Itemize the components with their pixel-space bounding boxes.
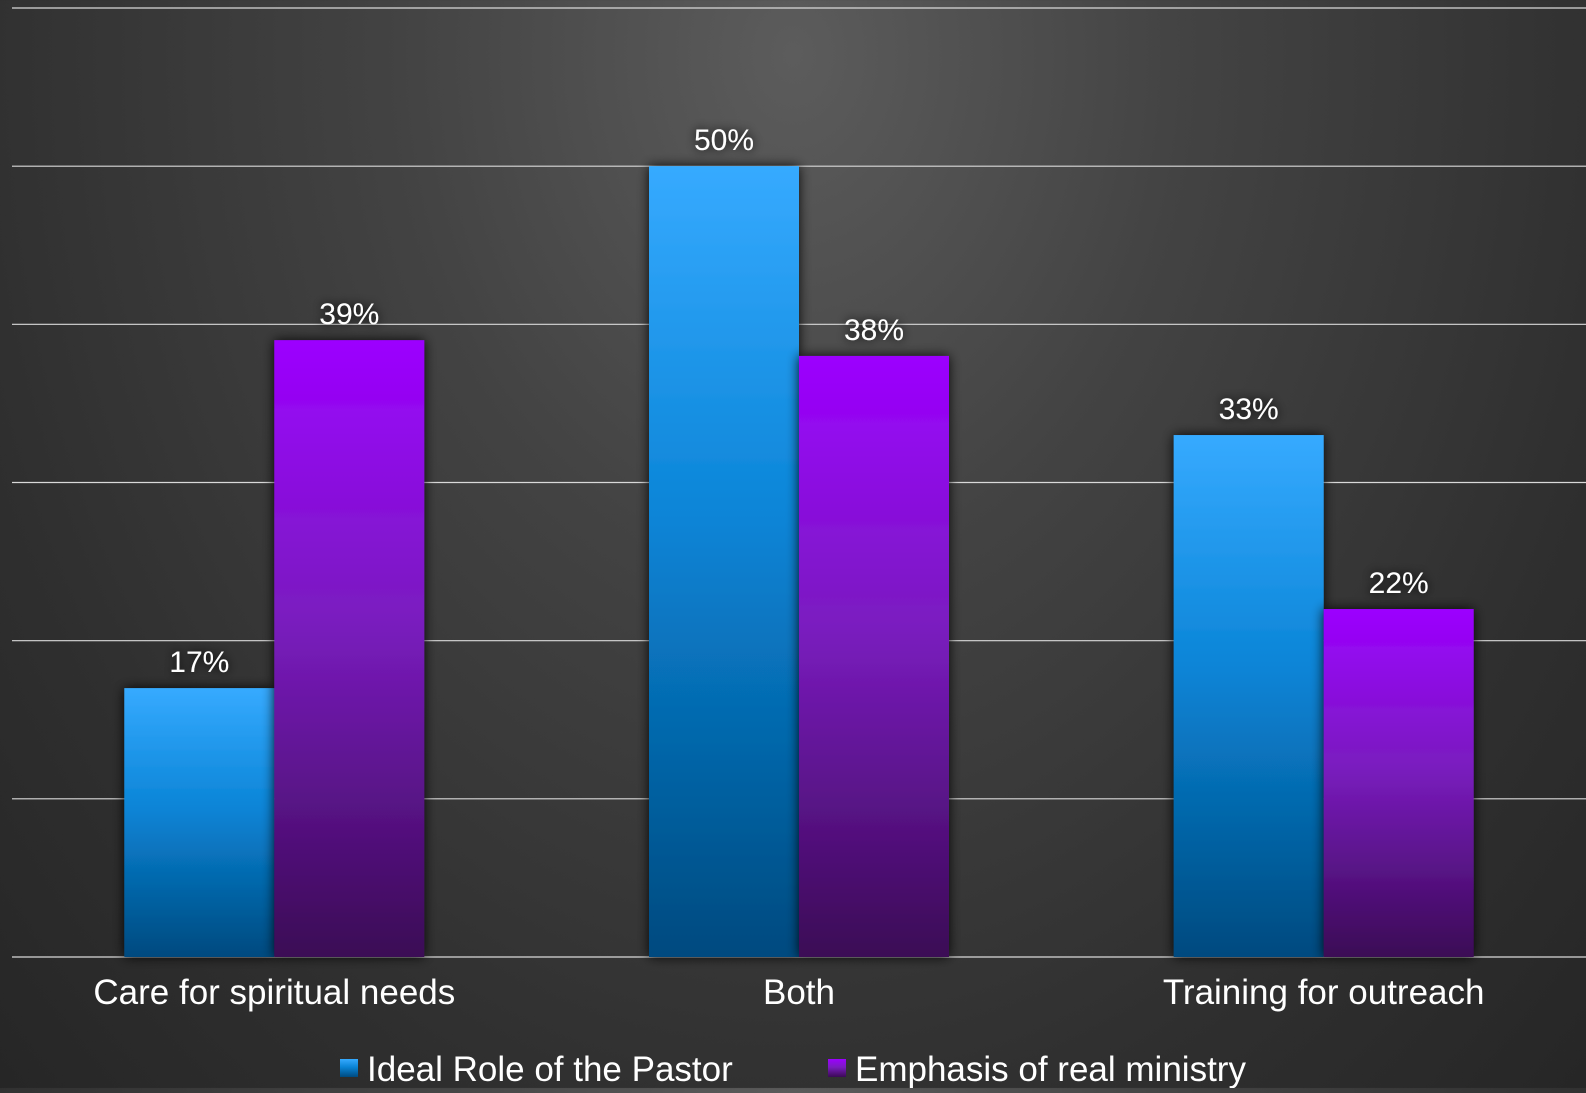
- data-label: 22%: [1369, 567, 1429, 600]
- data-labels: 17% 39% 50% 38% 33% 22%: [169, 124, 1428, 679]
- legend-item: Emphasis of real ministry: [828, 1050, 1246, 1089]
- bars: [124, 166, 1474, 957]
- bar-real-ministry-2: [799, 355, 949, 957]
- legend: Ideal Role of the Pastor Emphasis of real…: [340, 1050, 1246, 1089]
- category-label: Both: [763, 973, 835, 1012]
- data-label: 39%: [319, 298, 379, 331]
- bar-ideal-role-2: [649, 166, 799, 957]
- legend-label: Ideal Role of the Pastor: [367, 1050, 733, 1088]
- legend-swatch: [828, 1059, 846, 1077]
- category-label: Training for outreach: [1163, 973, 1485, 1012]
- bar-real-ministry-3: [1323, 609, 1474, 957]
- data-label: 17%: [169, 646, 229, 679]
- x-axis: Care for spiritual needs Both Training for…: [93, 973, 1484, 1012]
- legend-label: Emphasis of real ministry: [855, 1050, 1246, 1088]
- legend-item: Ideal Role of the Pastor: [340, 1050, 733, 1089]
- data-label: 38%: [844, 314, 904, 347]
- data-label: 50%: [694, 124, 754, 157]
- data-label: 33%: [1219, 393, 1279, 426]
- category-label: Care for spiritual needs: [93, 973, 455, 1012]
- legend-swatch: [340, 1059, 358, 1077]
- bar-real-ministry-1: [274, 340, 425, 957]
- bar-ideal-role-3: [1173, 435, 1324, 957]
- bar-ideal-role-1: [124, 688, 275, 957]
